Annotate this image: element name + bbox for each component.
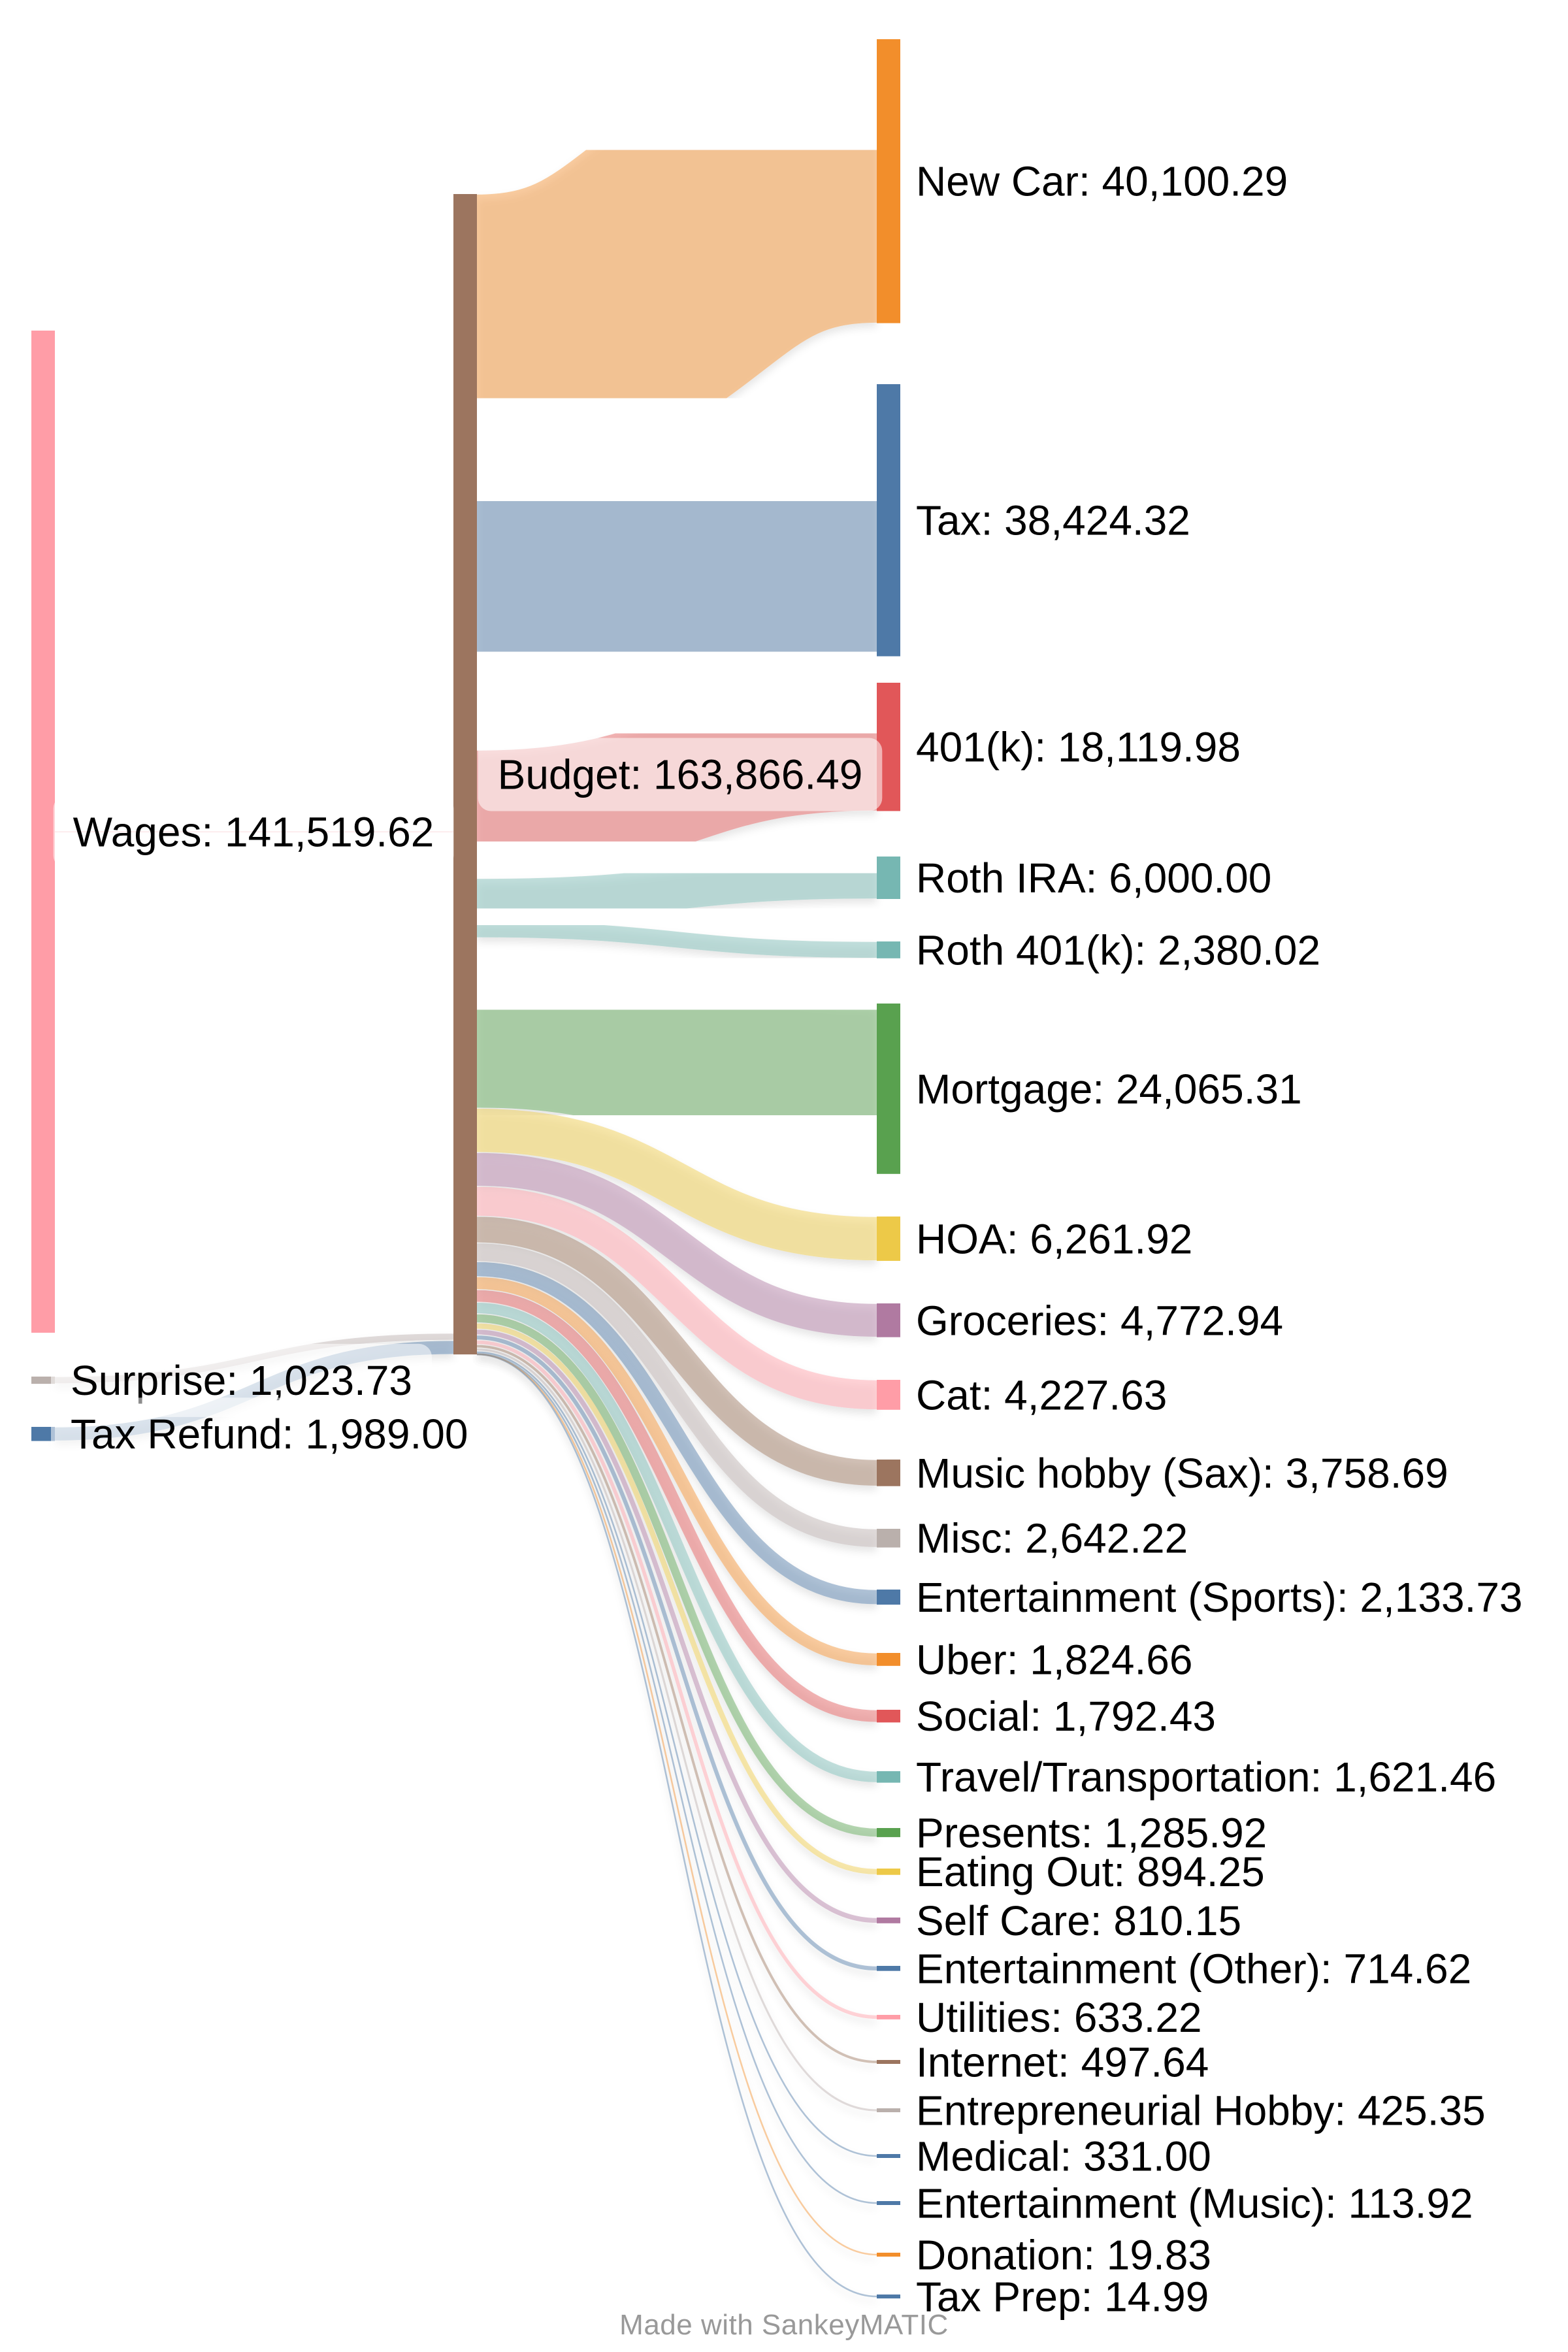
label-music-hobby-sax: Music hobby (Sax): 3,758.69 bbox=[916, 1450, 1448, 1497]
sankeymatic-credit: Made with SankeyMATIC bbox=[619, 2309, 949, 2341]
flow-budget-to-misc bbox=[476, 1243, 877, 1547]
flow-budget-to-entrepreneurial-hobby bbox=[476, 1348, 877, 2112]
label-bg-wages bbox=[53, 795, 454, 869]
node-tax bbox=[877, 384, 900, 657]
node-surprise bbox=[31, 1377, 55, 1384]
flow-budget-to-hoa bbox=[476, 1108, 877, 1261]
flow-budget-to-utilities bbox=[476, 1340, 877, 2019]
label-uber: Uber: 1,824.66 bbox=[916, 1636, 1192, 1683]
label-bg-tax-refund bbox=[51, 1397, 488, 1471]
node-social bbox=[877, 1710, 900, 1723]
node-groceries bbox=[877, 1303, 900, 1337]
node-mortgage bbox=[877, 1004, 900, 1174]
node-entertainment-sports bbox=[877, 1590, 900, 1605]
node-roth-ira bbox=[877, 857, 900, 899]
label-eating-out: Eating Out: 894.25 bbox=[916, 1848, 1265, 1895]
label-401-k: 401(k): 18,119.98 bbox=[916, 724, 1241, 771]
flow-budget-to-entertainment-sports bbox=[476, 1262, 877, 1605]
label-entrepreneurial-hobby: Entrepreneurial Hobby: 425.35 bbox=[916, 2087, 1486, 2134]
flow-budget-to-medical bbox=[476, 1351, 877, 2157]
flow-budget-to-self-care bbox=[476, 1330, 877, 1923]
label-surprise: Surprise: 1,023.73 bbox=[71, 1357, 412, 1404]
node-wages bbox=[31, 331, 55, 1333]
label-entertainment-music: Entertainment (Music): 113.92 bbox=[916, 2180, 1473, 2227]
node-new-car bbox=[877, 39, 900, 323]
node-entrepreneurial-hobby bbox=[877, 2108, 900, 2112]
label-travel-transportation: Travel/Transportation: 1,621.46 bbox=[916, 1754, 1496, 1801]
flow-budget-to-eating-out bbox=[476, 1323, 877, 1874]
flow-budget-to-music-hobby-sax bbox=[476, 1217, 877, 1486]
label-internet: Internet: 497.64 bbox=[916, 2038, 1209, 2085]
node-internet bbox=[877, 2060, 900, 2064]
label-tax-prep: Tax Prep: 14.99 bbox=[916, 2273, 1209, 2320]
label-presents: Presents: 1,285.92 bbox=[916, 1809, 1267, 1856]
node-misc bbox=[877, 1529, 900, 1548]
label-cat: Cat: 4,227.63 bbox=[916, 1371, 1167, 1418]
flow-budget-to-mortgage bbox=[476, 938, 877, 1174]
node-uber bbox=[877, 1653, 900, 1666]
flow-budget-to-cat bbox=[476, 1186, 877, 1410]
label-entertainment-sports: Entertainment (Sports): 2,133.73 bbox=[916, 1574, 1523, 1621]
label-wages: Wages: 141,519.62 bbox=[73, 808, 434, 855]
node-roth-401-k bbox=[877, 941, 900, 958]
label-hoa: HOA: 6,261.92 bbox=[916, 1215, 1192, 1262]
flow-budget-to-social bbox=[476, 1290, 877, 1722]
label-donation: Donation: 19.83 bbox=[916, 2231, 1211, 2278]
flow-budget-to-roth-ira bbox=[476, 857, 877, 921]
label-medical: Medical: 331.00 bbox=[916, 2132, 1211, 2180]
flow-budget-to-tax bbox=[475, 384, 879, 750]
flow-budget-to-roth-401-k bbox=[476, 921, 877, 958]
label-roth-ira: Roth IRA: 6,000.00 bbox=[916, 855, 1271, 902]
label-misc: Misc: 2,642.22 bbox=[916, 1515, 1188, 1562]
label-new-car: New Car: 40,100.29 bbox=[916, 158, 1288, 205]
label-social: Social: 1,792.43 bbox=[916, 1693, 1216, 1740]
node-budget bbox=[453, 194, 477, 1355]
flow-budget-to-entertainment-music bbox=[476, 1352, 877, 2204]
label-utilities: Utilities: 633.22 bbox=[916, 1994, 1202, 2041]
flow-budget-to-internet bbox=[476, 1345, 877, 2063]
flow-budget-to-presents bbox=[476, 1314, 877, 1837]
label-roth-401-k: Roth 401(k): 2,380.02 bbox=[916, 926, 1320, 973]
node-tax-refund bbox=[31, 1427, 55, 1441]
flow-budget-to-donation bbox=[476, 1353, 877, 2256]
flow-budget-to-groceries bbox=[476, 1152, 877, 1337]
flow-budget-to-travel-transportation bbox=[476, 1303, 877, 1782]
node-utilities bbox=[877, 2015, 900, 2019]
label-entertainment-other: Entertainment (Other): 714.62 bbox=[916, 1945, 1471, 1992]
flow-budget-to-uber bbox=[476, 1277, 877, 1666]
node-tax-prep bbox=[877, 2295, 900, 2298]
node-entertainment-other bbox=[877, 1966, 900, 1971]
node-eating-out bbox=[877, 1869, 900, 1875]
label-self-care: Self Care: 810.15 bbox=[916, 1897, 1241, 1944]
flow-budget-to-entertainment-other bbox=[476, 1335, 877, 1970]
node-entertainment-music bbox=[877, 2201, 900, 2205]
label-groceries: Groceries: 4,772.94 bbox=[916, 1297, 1283, 1344]
node-medical bbox=[877, 2154, 900, 2158]
node-music-hobby-sax bbox=[877, 1460, 900, 1486]
node-self-care bbox=[877, 1918, 900, 1923]
node-cat bbox=[877, 1380, 900, 1410]
flow-budget-to-new-car bbox=[474, 39, 880, 478]
label-tax: Tax: 38,424.32 bbox=[916, 497, 1190, 544]
flow-budget-to-tax-prep bbox=[476, 1353, 877, 2298]
node-hoa bbox=[877, 1217, 900, 1261]
label-tax-refund: Tax Refund: 1,989.00 bbox=[71, 1411, 468, 1458]
label-mortgage: Mortgage: 24,065.31 bbox=[916, 1066, 1302, 1113]
node-travel-transportation bbox=[877, 1771, 900, 1783]
label-bg-budget bbox=[478, 738, 883, 811]
label-budget: Budget: 163,866.49 bbox=[498, 751, 863, 798]
node-presents bbox=[877, 1828, 900, 1837]
node-donation bbox=[877, 2253, 900, 2257]
